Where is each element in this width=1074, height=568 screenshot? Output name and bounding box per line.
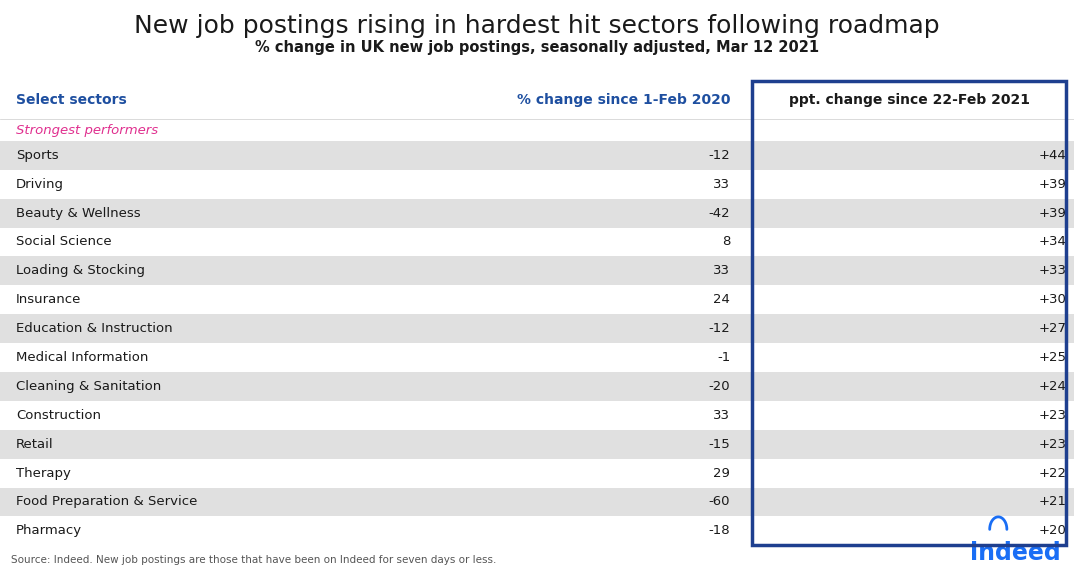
Text: Strongest performers: Strongest performers	[16, 124, 158, 136]
Bar	[0, 256, 1074, 285]
Text: Driving: Driving	[16, 178, 64, 191]
Text: +30: +30	[1039, 293, 1066, 306]
Text: +24: +24	[1039, 380, 1066, 393]
Text: Therapy: Therapy	[16, 466, 71, 479]
Text: +34: +34	[1039, 236, 1066, 248]
Text: -12: -12	[709, 322, 730, 335]
Text: Pharmacy: Pharmacy	[16, 524, 83, 537]
Text: +23: +23	[1039, 438, 1066, 450]
Text: Sports: Sports	[16, 149, 59, 162]
Text: Insurance: Insurance	[16, 293, 82, 306]
Text: Retail: Retail	[16, 438, 54, 450]
Bar	[0, 314, 1074, 343]
Text: 33: 33	[713, 264, 730, 277]
Text: -60: -60	[709, 495, 730, 508]
Bar	[0, 430, 1074, 458]
Text: +27: +27	[1039, 322, 1066, 335]
Text: Select sectors: Select sectors	[16, 93, 127, 107]
Text: +33: +33	[1039, 264, 1066, 277]
Text: +23: +23	[1039, 409, 1066, 422]
Text: Construction: Construction	[16, 409, 101, 422]
Text: 24: 24	[713, 293, 730, 306]
Text: -20: -20	[709, 380, 730, 393]
Bar	[0, 372, 1074, 401]
Text: +44: +44	[1039, 149, 1066, 162]
Text: -1: -1	[717, 351, 730, 364]
Text: +21: +21	[1039, 495, 1066, 508]
Text: % change since 1-Feb 2020: % change since 1-Feb 2020	[517, 93, 730, 107]
Text: 33: 33	[713, 178, 730, 191]
Text: 8: 8	[722, 236, 730, 248]
Text: +39: +39	[1039, 178, 1066, 191]
Text: Cleaning & Sanitation: Cleaning & Sanitation	[16, 380, 161, 393]
Bar	[0, 141, 1074, 170]
Text: +39: +39	[1039, 207, 1066, 220]
Text: Food Preparation & Service: Food Preparation & Service	[16, 495, 198, 508]
Text: Social Science: Social Science	[16, 236, 112, 248]
Text: +22: +22	[1039, 466, 1066, 479]
Text: Loading & Stocking: Loading & Stocking	[16, 264, 145, 277]
Text: ppt. change since 22-Feb 2021: ppt. change since 22-Feb 2021	[788, 93, 1030, 107]
Text: % change in UK new job postings, seasonally adjusted, Mar 12 2021: % change in UK new job postings, seasona…	[255, 40, 819, 55]
Text: indeed: indeed	[971, 541, 1061, 565]
Bar	[752, 81, 1066, 545]
Text: -12: -12	[709, 149, 730, 162]
Text: -18: -18	[709, 524, 730, 537]
Text: New job postings rising in hardest hit sectors following roadmap: New job postings rising in hardest hit s…	[134, 14, 940, 38]
Text: +25: +25	[1039, 351, 1066, 364]
Text: 33: 33	[713, 409, 730, 422]
Text: 29: 29	[713, 466, 730, 479]
Bar	[0, 487, 1074, 516]
Bar	[0, 199, 1074, 228]
Text: +20: +20	[1039, 524, 1066, 537]
Text: Education & Instruction: Education & Instruction	[16, 322, 173, 335]
Text: -15: -15	[709, 438, 730, 450]
Text: Source: Indeed. New job postings are those that have been on Indeed for seven da: Source: Indeed. New job postings are tho…	[11, 555, 496, 565]
Text: -42: -42	[709, 207, 730, 220]
Text: Beauty & Wellness: Beauty & Wellness	[16, 207, 141, 220]
Text: Medical Information: Medical Information	[16, 351, 148, 364]
